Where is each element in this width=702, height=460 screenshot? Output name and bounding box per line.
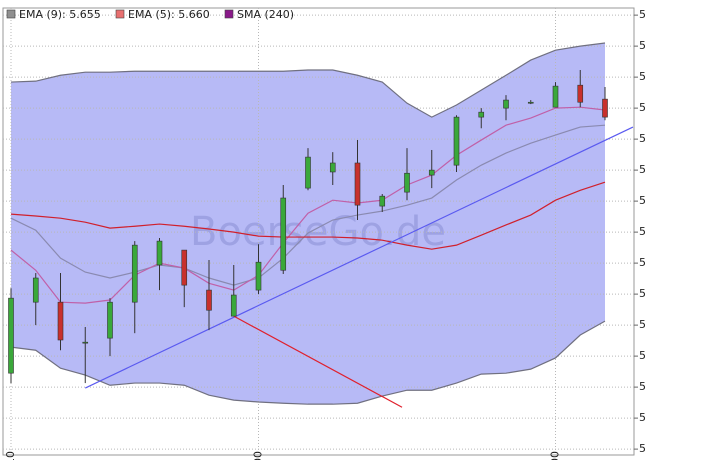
indicator-line: [10, 181, 606, 250]
candle-body: [181, 249, 188, 286]
legend-label: EMA (9): 5.655: [19, 8, 101, 21]
legend-swatch: [224, 9, 234, 19]
candle-body: [82, 341, 89, 344]
y-tick-label: 5: [639, 349, 646, 362]
legend-swatch: [6, 9, 16, 19]
candle-body: [552, 85, 559, 108]
legend-swatch: [115, 9, 125, 19]
candle-body: [354, 162, 361, 206]
candle-body: [503, 99, 509, 109]
trendline: [84, 126, 634, 389]
y-tick-label: 5: [639, 101, 646, 114]
indicator-line: [10, 124, 606, 286]
candle-body: [107, 301, 113, 339]
y-tick-label: 5: [639, 163, 646, 176]
legend-label: EMA (5): 5.660: [128, 8, 210, 21]
candle-body: [428, 169, 435, 176]
candle-body: [230, 294, 237, 317]
candle-body: [577, 84, 584, 103]
candle-body: [8, 297, 14, 374]
candle-body: [527, 101, 534, 104]
candle-body: [156, 240, 163, 266]
y-tick-label: 5: [639, 225, 646, 238]
band-upper: [10, 42, 606, 118]
candle-body: [453, 116, 460, 166]
legend-label: SMA (240): [237, 8, 294, 21]
candle-body: [206, 289, 212, 311]
candle-body: [379, 195, 386, 207]
y-tick-label: 5: [639, 8, 646, 21]
y-tick-label: 5: [639, 380, 646, 393]
y-tick-label: 5: [639, 194, 646, 207]
y-tick-label: 5: [639, 287, 646, 300]
band-lower: [10, 320, 606, 405]
y-tick-label: 5: [639, 442, 646, 455]
y-tick-label: 5: [639, 39, 646, 52]
trendline: [233, 315, 403, 408]
y-tick-label: 5: [639, 132, 646, 145]
candle-body: [57, 301, 64, 341]
candle-body: [255, 261, 262, 291]
candle-body: [305, 156, 311, 189]
candle-body: [404, 172, 410, 193]
candle-body: [280, 197, 287, 271]
y-tick-label: 5: [639, 318, 646, 331]
y-tick-label: 5: [639, 256, 646, 269]
candle-body: [602, 98, 608, 118]
y-tick-label: 5: [639, 70, 646, 83]
x-tick-label: 18:00: [549, 451, 562, 460]
y-tick-label: 5: [639, 411, 646, 424]
candle-body: [329, 162, 336, 173]
candle-body: [478, 111, 485, 118]
x-tick-label: 17:00: [252, 451, 265, 460]
candle-body: [131, 244, 138, 303]
candle-body: [32, 277, 39, 303]
x-tick-label: 16:10: [4, 451, 17, 460]
